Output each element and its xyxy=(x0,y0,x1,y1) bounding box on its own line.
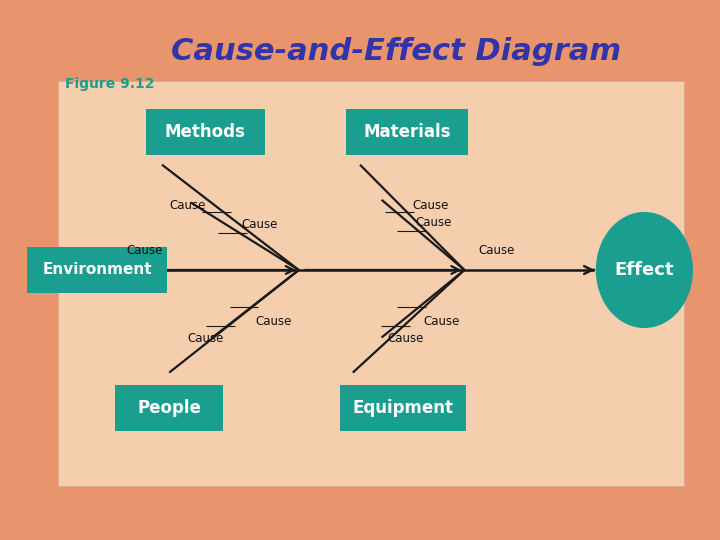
Text: Cause: Cause xyxy=(416,217,452,230)
Text: People: People xyxy=(138,399,201,417)
Text: Equipment: Equipment xyxy=(353,399,454,417)
Text: Cause: Cause xyxy=(126,244,163,256)
Text: Materials: Materials xyxy=(363,123,451,141)
Text: Effect: Effect xyxy=(615,261,674,279)
Text: Cause: Cause xyxy=(256,314,292,328)
Text: Cause: Cause xyxy=(187,332,224,345)
Ellipse shape xyxy=(596,212,693,328)
Text: Cause: Cause xyxy=(423,314,459,328)
Text: Cause: Cause xyxy=(479,244,516,256)
FancyBboxPatch shape xyxy=(115,384,223,431)
Text: Figure 9.12: Figure 9.12 xyxy=(65,77,154,91)
FancyBboxPatch shape xyxy=(145,109,265,156)
Text: Cause: Cause xyxy=(241,218,278,231)
Text: Methods: Methods xyxy=(165,123,246,141)
Text: Environment: Environment xyxy=(42,262,152,278)
Text: Cause: Cause xyxy=(169,199,206,212)
FancyBboxPatch shape xyxy=(58,81,684,486)
FancyBboxPatch shape xyxy=(346,109,468,156)
Text: Cause: Cause xyxy=(412,199,449,212)
Text: Cause: Cause xyxy=(387,332,423,345)
FancyBboxPatch shape xyxy=(27,247,167,293)
FancyBboxPatch shape xyxy=(341,384,467,431)
Text: Cause-and-Effect Diagram: Cause-and-Effect Diagram xyxy=(171,37,621,66)
